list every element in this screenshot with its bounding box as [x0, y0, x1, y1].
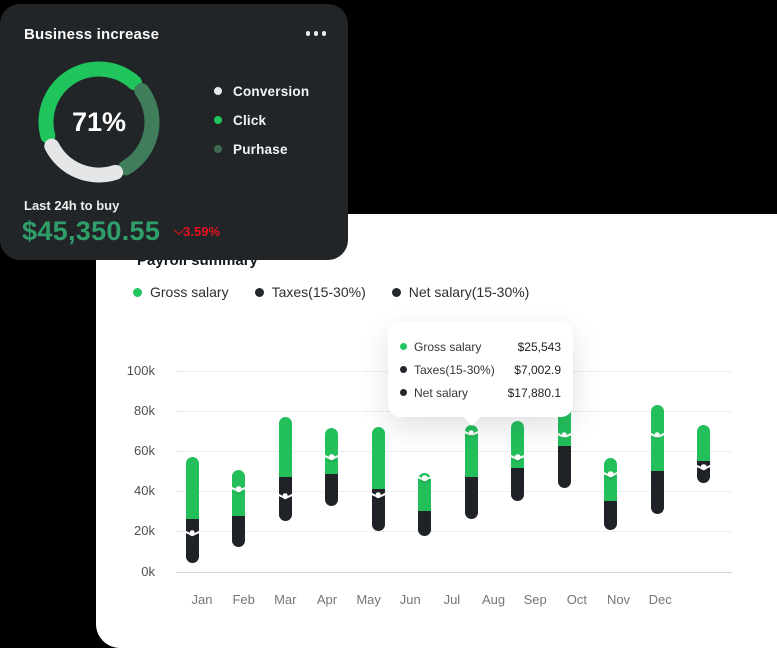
- legend-label: Net salary(15-30%): [408, 284, 530, 300]
- tooltip-pointer: [462, 415, 482, 426]
- bar-marker-dot: [648, 430, 666, 439]
- legend-dot-icon: [400, 343, 407, 350]
- payroll-legend: Gross salary Taxes(15-30%) Net salary(15…: [133, 284, 529, 300]
- tooltip-row: Taxes(15-30%) $7,002.9: [400, 360, 561, 379]
- bar-segment-gross: [232, 469, 245, 517]
- legend-item-taxes[interactable]: Taxes(15-30%): [254, 284, 366, 300]
- bar-marker-dot: [601, 470, 620, 479]
- bar-marker-dot: [183, 529, 201, 538]
- bar-segment-deductions: [650, 470, 664, 515]
- conversion-donut-chart: 71%: [37, 60, 161, 184]
- bar-segment-gross: [464, 424, 478, 478]
- bar-jun[interactable]: [415, 473, 434, 537]
- bar-segment-gross: [697, 424, 710, 461]
- legend-label: Gross salary: [150, 284, 229, 300]
- tooltip-label: Net salary: [414, 385, 469, 400]
- bar-segment-deductions: [185, 519, 199, 564]
- bar-marker-dot: [276, 492, 294, 501]
- legend-dot-icon: [214, 116, 222, 124]
- bar-marker-dot: [462, 428, 480, 437]
- bar-nov[interactable]: [648, 404, 666, 515]
- legend-label: Conversion: [233, 83, 310, 99]
- legend-item-gross-salary[interactable]: Gross salary: [133, 284, 229, 300]
- bar-marker-dot: [415, 474, 434, 483]
- bar-marker-dot: [508, 452, 527, 461]
- legend-label: Purhase: [233, 141, 288, 157]
- bar-marker-dot: [229, 485, 248, 494]
- bar-marker-dot: [555, 430, 573, 439]
- change-value: 3.59%: [183, 224, 221, 239]
- tooltip-row: Gross salary $25,543: [400, 337, 561, 356]
- amount-row: $45,350.55 3.59%: [22, 216, 220, 247]
- legend-dot-icon: [400, 389, 407, 396]
- bar-jan[interactable]: [183, 456, 201, 564]
- bar-segment-deductions: [278, 477, 292, 522]
- bar-jul[interactable]: [462, 424, 480, 520]
- bar-segment-deductions: [511, 467, 524, 502]
- ellipsis-menu-icon[interactable]: [305, 31, 326, 36]
- bar-segment-gross: [325, 427, 338, 474]
- last-24h-label: Last 24h to buy: [24, 198, 120, 213]
- legend-dot-icon: [214, 145, 222, 153]
- bar-segment-gross: [185, 456, 199, 520]
- donut-segment-click: [38, 61, 160, 183]
- legend-item-conversion[interactable]: Conversion: [214, 83, 310, 99]
- bar-segment-deductions: [464, 477, 478, 520]
- donut-center-value: 71%: [71, 106, 127, 137]
- tooltip-row: Net salary $17,880.1: [400, 383, 561, 402]
- bar-mar[interactable]: [276, 416, 294, 522]
- bar-segment-deductions: [418, 511, 431, 537]
- amount-value: $45,350.55: [22, 216, 161, 246]
- change-badge: 3.59%: [174, 224, 220, 239]
- tooltip-label: Taxes(15-30%): [414, 362, 495, 377]
- bar-segment-deductions: [604, 501, 617, 531]
- bar-marker-dot: [322, 452, 341, 461]
- legend-item-click[interactable]: Click: [214, 112, 309, 128]
- legend-dot-icon: [133, 287, 142, 297]
- tooltip-label: Gross salary: [414, 339, 482, 354]
- legend-dot-icon: [214, 87, 222, 95]
- bar-dec[interactable]: [694, 424, 713, 484]
- bar-segment-gross: [650, 404, 664, 471]
- bar-segment-gross: [604, 457, 617, 502]
- bar-feb[interactable]: [229, 469, 248, 548]
- bar-marker-dot: [694, 462, 713, 471]
- bar-segment-gross: [371, 426, 385, 490]
- bar-oct[interactable]: [601, 457, 620, 531]
- legend-label: Taxes(15-30%): [271, 284, 366, 300]
- legend-dot-icon: [254, 287, 264, 297]
- donut-svg: [38, 61, 160, 183]
- legend-dot-icon: [391, 287, 401, 297]
- donut-segment-purhase: [38, 61, 160, 183]
- legend-label: Click: [233, 112, 267, 128]
- bar-segment-gross: [278, 416, 292, 478]
- bar-segment-deductions: [232, 516, 245, 548]
- tooltip-value: $7,002.9: [514, 362, 561, 377]
- chart-tooltip: Gross salary $25,543 Taxes(15-30%) $7,00…: [388, 322, 573, 426]
- bar-segment-deductions: [371, 489, 385, 532]
- business-increase-card: Business increase 71% Conversion Click P…: [0, 4, 348, 260]
- legend-dot-icon: [400, 366, 407, 373]
- bar-may[interactable]: [369, 426, 387, 532]
- bar-apr[interactable]: [322, 427, 341, 507]
- payroll-summary-card: Payroll summary Gross salary Taxes(15-30…: [96, 214, 777, 648]
- donut-segment-conversion: [38, 61, 160, 183]
- tooltip-value: $25,543: [517, 339, 561, 354]
- legend-item-net-salary[interactable]: Net salary(15-30%): [391, 284, 530, 300]
- bar-aug[interactable]: [508, 420, 527, 502]
- bar-marker-dot: [369, 491, 387, 500]
- bar-segment-deductions: [557, 445, 571, 489]
- legend-item-purhase[interactable]: Purhase: [214, 141, 309, 157]
- bar-segment-deductions: [325, 474, 338, 507]
- bar-segment-gross: [418, 473, 431, 512]
- business-card-title: Business increase: [24, 26, 160, 43]
- business-card-legend: Conversion Click Purhase: [214, 84, 309, 171]
- tooltip-value: $17,880.1: [507, 385, 561, 400]
